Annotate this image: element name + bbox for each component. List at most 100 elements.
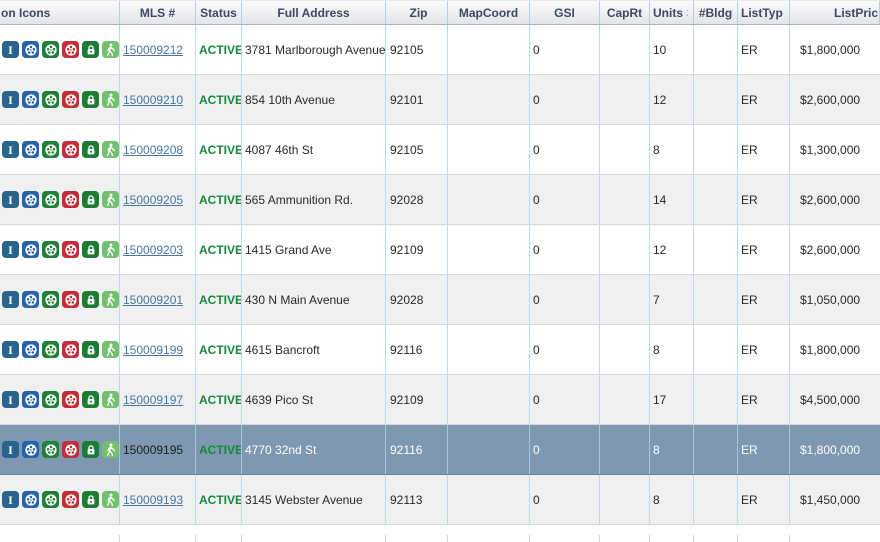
info-icon[interactable]: I [2, 41, 19, 58]
column-header-mapcoord[interactable]: MapCoord [448, 1, 530, 24]
mls-link[interactable]: 150009195 [123, 442, 184, 457]
column-header-listtyp[interactable]: ListTyp [738, 1, 790, 24]
mls-link[interactable]: 150009205 [123, 192, 184, 207]
slideshow-red-icon[interactable] [62, 41, 79, 58]
column-header-mls[interactable]: MLS # [120, 1, 196, 24]
lock-icon[interactable] [82, 91, 99, 108]
slideshow-red-icon[interactable] [62, 441, 79, 458]
slideshow-red-icon[interactable] [62, 341, 79, 358]
info-icon[interactable]: I [2, 191, 19, 208]
walkscore-icon[interactable] [102, 141, 119, 158]
mls-link[interactable]: 150009203 [123, 242, 184, 257]
slideshow-green-icon[interactable] [42, 441, 59, 458]
walkscore-icon[interactable] [102, 41, 119, 58]
slideshow-red-icon[interactable] [62, 291, 79, 308]
mls-link[interactable]: 150009212 [123, 42, 184, 57]
slideshow-red-icon[interactable] [62, 141, 79, 158]
table-row[interactable]: I 150009212 ACTIVE 3781 Marlborough Aven… [0, 25, 880, 75]
lock-icon[interactable] [82, 191, 99, 208]
table-row[interactable]: I 150009197 ACTIVE 4639 Pico St 92109 0 … [0, 375, 880, 425]
walkscore-icon[interactable] [102, 341, 119, 358]
slideshow-green-icon[interactable] [42, 41, 59, 58]
slideshow-green-icon[interactable] [42, 91, 59, 108]
info-icon[interactable]: I [2, 391, 19, 408]
slideshow-blue-icon[interactable] [22, 191, 39, 208]
table-row-selected[interactable]: I 150009195 ACTIVE 4770 32nd St 92116 0 … [0, 425, 880, 475]
walkscore-icon[interactable] [102, 241, 119, 258]
slideshow-green-icon[interactable] [42, 141, 59, 158]
info-icon[interactable]: I [2, 141, 19, 158]
slideshow-red-icon[interactable] [62, 491, 79, 508]
info-icon[interactable]: I [2, 291, 19, 308]
table-row[interactable]: I 150009208 ACTIVE 4087 46th St 92105 0 … [0, 125, 880, 175]
walkscore-icon[interactable] [102, 91, 119, 108]
walkscore-icon[interactable] [102, 191, 119, 208]
slideshow-blue-icon[interactable] [22, 341, 39, 358]
lock-icon[interactable] [82, 341, 99, 358]
slideshow-blue-icon[interactable] [22, 41, 39, 58]
lock-icon[interactable] [82, 291, 99, 308]
info-icon[interactable]: I [2, 341, 19, 358]
lock-icon[interactable] [82, 441, 99, 458]
mls-link[interactable]: 150009208 [123, 142, 184, 157]
walkscore-icon[interactable] [102, 291, 119, 308]
mapcoord-cell [448, 75, 530, 124]
table-row[interactable]: I 150009205 ACTIVE 565 Ammunition Rd. 92… [0, 175, 880, 225]
address-cell: 1415 Grand Ave [242, 225, 386, 274]
caprt-cell [600, 325, 650, 374]
caprt-cell [600, 475, 650, 524]
table-row[interactable]: I 150009201 ACTIVE 430 N Main Avenue 920… [0, 275, 880, 325]
table-row[interactable]: I 150009193 ACTIVE 3145 Webster Avenue 9… [0, 475, 880, 525]
lock-icon[interactable] [82, 41, 99, 58]
table-row[interactable]: I 150009199 ACTIVE 4615 Bancroft 92116 0… [0, 325, 880, 375]
slideshow-blue-icon[interactable] [22, 91, 39, 108]
info-icon[interactable]: I [2, 91, 19, 108]
slideshow-green-icon[interactable] [42, 241, 59, 258]
column-header-status[interactable]: Status [196, 1, 242, 24]
slideshow-blue-icon[interactable] [22, 141, 39, 158]
lock-icon[interactable] [82, 391, 99, 408]
lock-icon[interactable] [82, 491, 99, 508]
slideshow-green-icon[interactable] [42, 491, 59, 508]
slideshow-green-icon[interactable] [42, 191, 59, 208]
lock-icon[interactable] [82, 241, 99, 258]
table-row[interactable]: I 150009203 ACTIVE 1415 Grand Ave 92109 … [0, 225, 880, 275]
column-header-units[interactable]: Units: [650, 1, 694, 24]
info-icon[interactable]: I [2, 491, 19, 508]
column-header-bldg[interactable]: #Bldg [694, 1, 738, 24]
info-icon[interactable]: I [2, 441, 19, 458]
slideshow-blue-icon[interactable] [22, 291, 39, 308]
lock-icon[interactable] [82, 141, 99, 158]
gsi-cell: 0 [530, 75, 600, 124]
slideshow-blue-icon[interactable] [22, 241, 39, 258]
slideshow-blue-icon[interactable] [22, 391, 39, 408]
slideshow-green-icon[interactable] [42, 391, 59, 408]
mls-link[interactable]: 150009210 [123, 92, 184, 107]
slideshow-red-icon[interactable] [62, 91, 79, 108]
column-header-gsi[interactable]: GSI [530, 1, 600, 24]
column-header-caprt[interactable]: CapRt [600, 1, 650, 24]
column-header-listpric[interactable]: ListPric [790, 1, 880, 24]
bldg-cell [694, 375, 738, 424]
slideshow-blue-icon[interactable] [22, 441, 39, 458]
mls-link[interactable]: 150009193 [123, 492, 184, 507]
column-header-action-icons[interactable]: on Icons [0, 1, 120, 24]
mls-link[interactable]: 150009201 [123, 292, 184, 307]
slideshow-red-icon[interactable] [62, 191, 79, 208]
mls-link[interactable]: 150009199 [123, 342, 184, 357]
walkscore-icon[interactable] [102, 491, 119, 508]
slideshow-green-icon[interactable] [42, 341, 59, 358]
slideshow-red-icon[interactable] [62, 241, 79, 258]
column-header-zip[interactable]: Zip [386, 1, 448, 24]
info-icon[interactable]: I [2, 241, 19, 258]
walkscore-icon[interactable] [102, 441, 119, 458]
column-header-full-address[interactable]: Full Address [242, 1, 386, 24]
slideshow-green-icon[interactable] [42, 291, 59, 308]
address-cell: 430 N Main Avenue [242, 275, 386, 324]
walkscore-icon[interactable] [102, 391, 119, 408]
mls-link[interactable]: 150009197 [123, 392, 184, 407]
table-row[interactable]: I 150009210 ACTIVE 854 10th Avenue 92101… [0, 75, 880, 125]
slideshow-blue-icon[interactable] [22, 491, 39, 508]
slideshow-red-icon[interactable] [62, 391, 79, 408]
gsi-cell: 0 [530, 375, 600, 424]
